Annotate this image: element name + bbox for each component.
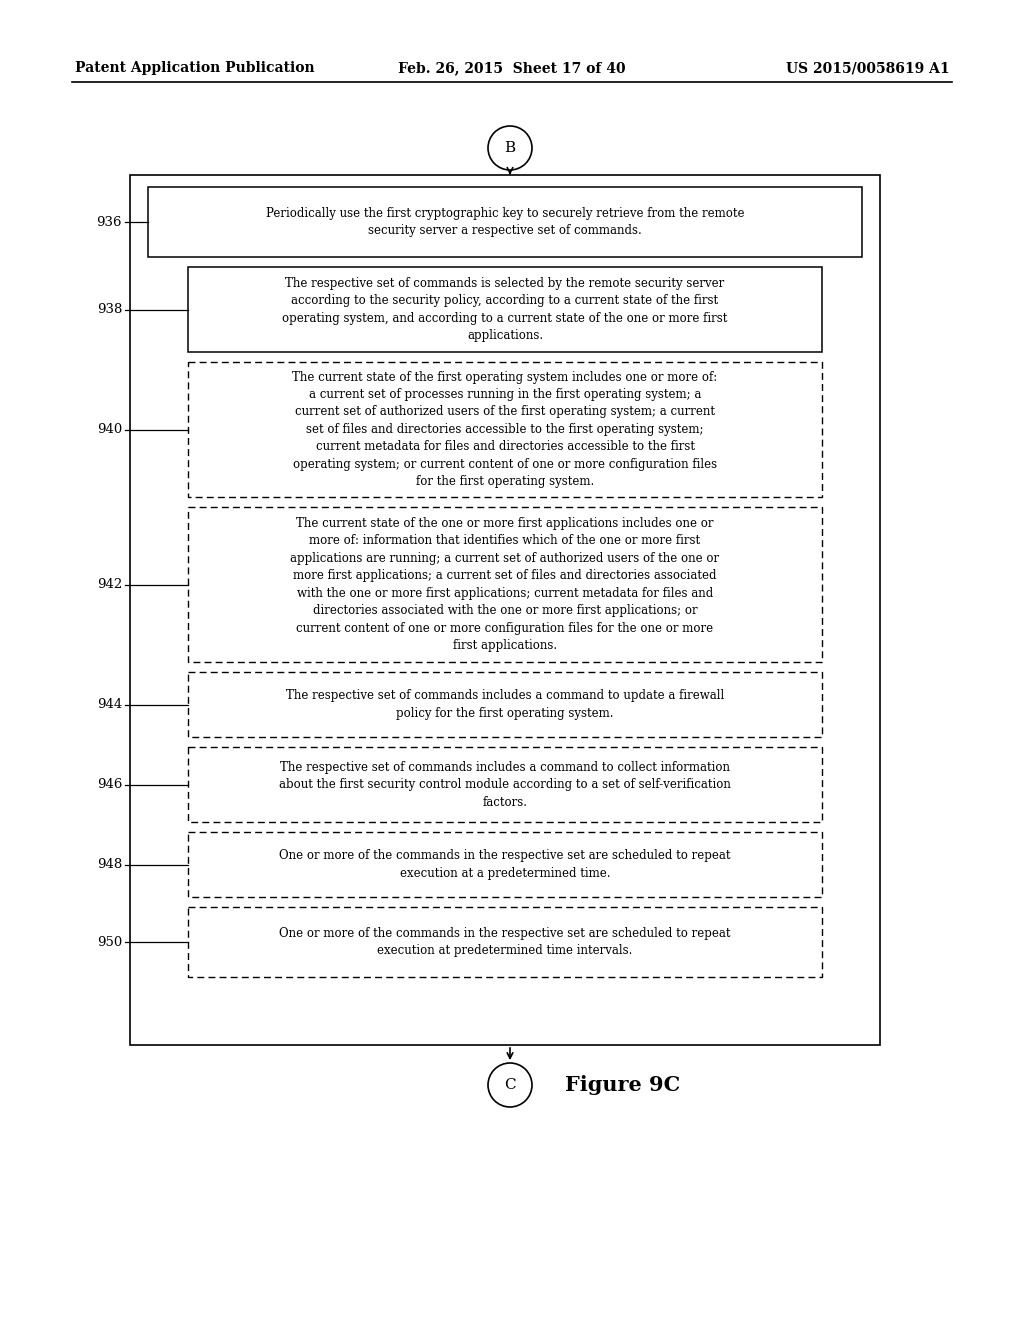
Text: The respective set of commands includes a command to update a firewall
policy fo: The respective set of commands includes …: [286, 689, 724, 719]
Text: 948: 948: [96, 858, 122, 871]
Text: 936: 936: [96, 215, 122, 228]
Bar: [148, 187, 862, 257]
Bar: [188, 672, 822, 737]
Text: 946: 946: [96, 777, 122, 791]
Text: US 2015/0058619 A1: US 2015/0058619 A1: [786, 61, 950, 75]
Text: 950: 950: [96, 936, 122, 949]
Text: Feb. 26, 2015  Sheet 17 of 40: Feb. 26, 2015 Sheet 17 of 40: [398, 61, 626, 75]
Text: Patent Application Publication: Patent Application Publication: [75, 61, 314, 75]
Bar: [188, 907, 822, 977]
Circle shape: [488, 125, 532, 170]
Circle shape: [488, 1063, 532, 1107]
Text: One or more of the commands in the respective set are scheduled to repeat
execut: One or more of the commands in the respe…: [280, 927, 731, 957]
Bar: [188, 267, 822, 352]
Bar: [188, 507, 822, 663]
Text: The respective set of commands includes a command to collect information
about t: The respective set of commands includes …: [280, 760, 731, 808]
Text: The current state of the one or more first applications includes one or
more of:: The current state of the one or more fir…: [291, 516, 720, 652]
Text: The respective set of commands is selected by the remote security server
accordi: The respective set of commands is select…: [283, 277, 728, 342]
Text: The current state of the first operating system includes one or more of:
a curre: The current state of the first operating…: [293, 371, 718, 488]
Bar: [130, 176, 880, 1045]
Text: 944: 944: [96, 698, 122, 711]
Text: 940: 940: [96, 422, 122, 436]
Bar: [188, 362, 822, 498]
Text: Periodically use the first cryptographic key to securely retrieve from the remot: Periodically use the first cryptographic…: [266, 207, 744, 238]
Text: C: C: [504, 1078, 516, 1092]
Text: 938: 938: [96, 304, 122, 315]
Text: B: B: [505, 141, 515, 154]
Bar: [188, 832, 822, 898]
Text: Figure 9C: Figure 9C: [565, 1074, 680, 1096]
Text: 942: 942: [96, 578, 122, 591]
Bar: [188, 747, 822, 822]
Text: One or more of the commands in the respective set are scheduled to repeat
execut: One or more of the commands in the respe…: [280, 849, 731, 879]
